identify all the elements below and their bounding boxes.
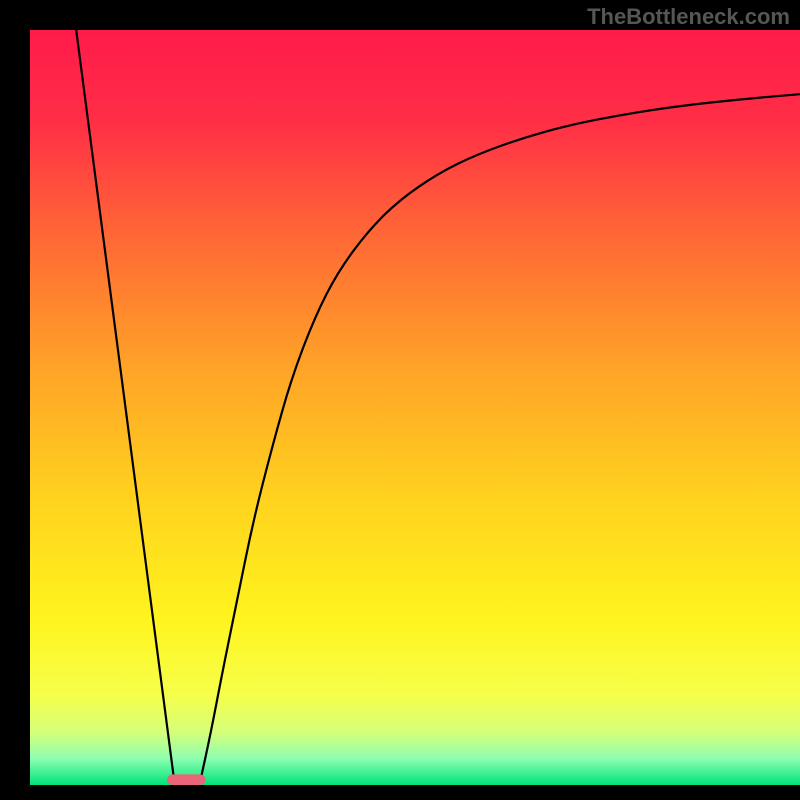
right-curve <box>199 94 800 785</box>
left-line <box>76 30 175 785</box>
chart-svg-layer <box>0 0 800 800</box>
chart-frame: TheBottleneck.com <box>0 0 800 800</box>
source-watermark: TheBottleneck.com <box>587 4 790 30</box>
bottom-marker <box>167 774 206 785</box>
